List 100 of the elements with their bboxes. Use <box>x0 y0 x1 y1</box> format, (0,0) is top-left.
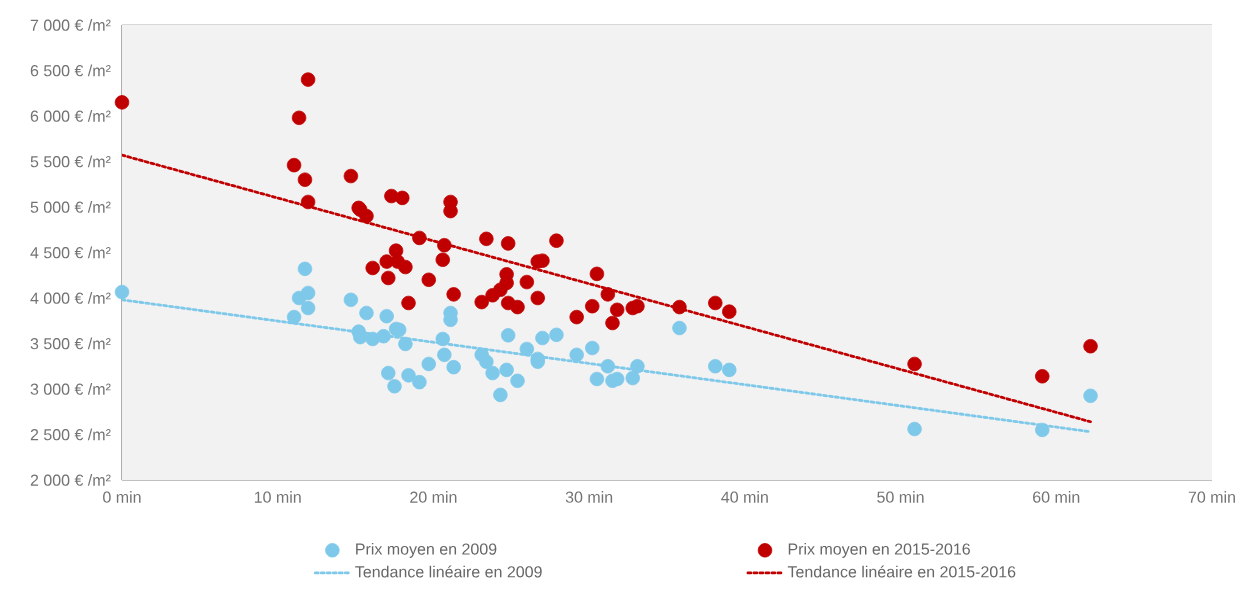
x-tick-label: 40 min <box>721 491 768 503</box>
y-tick-label: 4 500 € /m² <box>30 246 111 259</box>
point <box>589 266 605 282</box>
point <box>1035 422 1050 438</box>
x-tick-label: 60 min <box>1033 491 1080 503</box>
point <box>437 238 452 253</box>
point <box>1083 339 1098 354</box>
point <box>300 285 316 301</box>
point <box>435 331 450 347</box>
point <box>474 294 489 310</box>
point <box>446 287 461 302</box>
point <box>510 373 525 388</box>
x-tick-label: 50 min <box>877 491 924 503</box>
y-tick-label: 6 500 € /m² <box>30 64 111 77</box>
point <box>297 261 313 277</box>
point <box>300 194 316 210</box>
point <box>291 110 307 126</box>
point <box>114 284 130 300</box>
point <box>708 295 723 311</box>
point <box>672 320 687 336</box>
x-tick-label: 30 min <box>565 491 613 503</box>
point <box>600 359 616 374</box>
y-tick-label: 2 000 € /m² <box>30 474 111 486</box>
point <box>519 274 535 290</box>
point <box>535 330 550 346</box>
point <box>530 290 545 306</box>
point <box>359 305 374 321</box>
point <box>609 302 625 318</box>
point <box>722 362 737 378</box>
point <box>359 208 374 224</box>
point <box>493 387 508 403</box>
point <box>297 172 313 187</box>
point <box>114 95 130 110</box>
x-tick-label: 70 min <box>1188 491 1235 503</box>
point <box>412 374 427 390</box>
legend-label: Tendance linéaire en 2015-2016 <box>787 565 1016 578</box>
point <box>421 356 436 372</box>
point <box>381 270 396 286</box>
point <box>401 368 416 383</box>
point <box>519 341 535 357</box>
point <box>589 371 605 387</box>
x-tick-label: 0 min <box>103 491 141 503</box>
point <box>1035 369 1050 384</box>
point <box>1083 388 1098 404</box>
point <box>479 354 494 369</box>
point <box>569 347 584 363</box>
point <box>510 299 525 315</box>
point <box>549 233 564 248</box>
y-tick-label: 2 500 € /m² <box>30 428 111 441</box>
point <box>300 300 316 316</box>
point <box>549 327 564 343</box>
point <box>387 379 402 394</box>
legend-label: Tendance linéaire en 2009 <box>355 565 542 578</box>
point <box>376 329 391 344</box>
point <box>907 356 922 372</box>
point <box>421 272 436 287</box>
x-tick-label: 20 min <box>410 491 457 503</box>
y-tick-label: 5 500 € /m² <box>30 155 111 168</box>
point <box>381 365 396 381</box>
point <box>630 298 645 314</box>
point <box>585 340 600 356</box>
point <box>401 295 416 311</box>
point <box>286 157 302 173</box>
point <box>630 359 645 374</box>
point <box>625 370 640 386</box>
point <box>485 365 500 381</box>
y-tick-label: 6 000 € /m² <box>30 110 111 122</box>
y-tick-label: 7 000 € /m² <box>30 19 111 31</box>
point <box>672 299 687 315</box>
y-tick-label: 3 000 € /m² <box>30 383 111 395</box>
point <box>398 259 413 275</box>
point <box>379 308 394 324</box>
y-tick-label: 5 000 € /m² <box>30 201 111 213</box>
point <box>365 260 380 276</box>
point <box>585 298 600 314</box>
point <box>343 292 359 308</box>
point <box>500 236 516 251</box>
x-tick-label: 10 min <box>254 491 301 503</box>
point <box>605 315 620 331</box>
legend-label: Prix moyen en 2009 <box>356 542 497 558</box>
point <box>286 309 302 325</box>
point <box>412 230 427 246</box>
point <box>569 309 584 325</box>
point <box>446 359 461 375</box>
point <box>300 72 316 87</box>
y-tick-label: 3 500 € /m² <box>30 337 111 350</box>
point <box>722 304 737 319</box>
legend-label: Prix moyen en 2015-2016 <box>788 542 970 558</box>
point <box>395 190 410 206</box>
y-tick-label: 4 000 € /m² <box>30 292 111 304</box>
point <box>437 347 452 363</box>
point <box>600 287 616 302</box>
point <box>479 231 494 247</box>
point <box>907 421 922 437</box>
point <box>500 328 516 343</box>
point <box>343 168 359 184</box>
point <box>398 336 413 352</box>
point <box>499 362 514 378</box>
point <box>435 252 450 267</box>
point <box>708 359 723 374</box>
